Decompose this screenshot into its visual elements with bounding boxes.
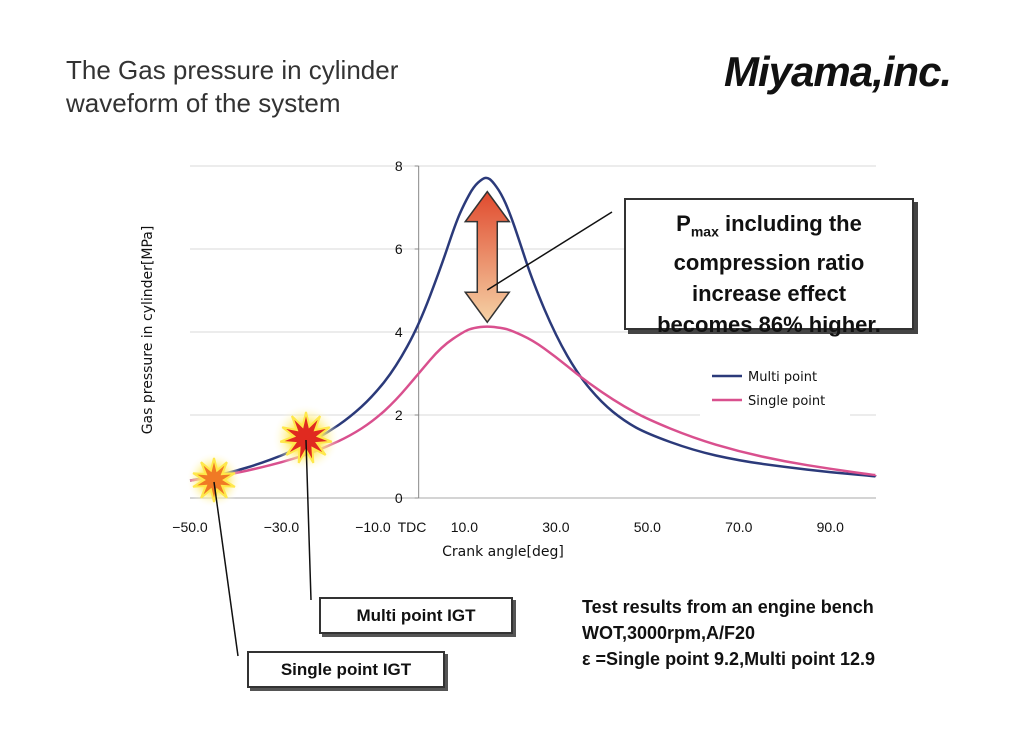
- y-tick-label-3: 6: [395, 241, 403, 257]
- test-results-line2: WOT,3000rpm,A/F20: [582, 623, 756, 643]
- leader-single-igt: [213, 481, 239, 657]
- callout-line1: Pmax including the: [626, 208, 912, 247]
- slide-title-line1: The Gas pressure in cylinder: [66, 55, 399, 85]
- test-results-line1: Test results from an engine bench: [582, 597, 874, 617]
- legend-label-single: Single point: [748, 394, 825, 409]
- y-tick-label-4: 8: [395, 158, 403, 174]
- x-tick-label-3: 10.0: [451, 519, 478, 535]
- callout-p-subscript: max: [690, 223, 719, 240]
- callout-line4: becomes 86% higher.: [657, 312, 881, 338]
- legend-label-multi: Multi point: [748, 370, 817, 385]
- leader-pmax-callout: [486, 211, 613, 291]
- callout-line1-rest: including the: [718, 211, 862, 236]
- y-axis-title: Gas pressure in cylinder[MPa]: [140, 226, 156, 435]
- double-arrow-shape: [463, 190, 511, 324]
- test-results-line3: ε =Single point 9.2,Multi point 12.9: [582, 649, 876, 669]
- x-tick-label-6: 70.0: [725, 519, 752, 535]
- x-tick-label-7: 90.0: [817, 519, 844, 535]
- x-tick-label-4: 30.0: [542, 519, 569, 535]
- y-tick-label-1: 2: [395, 407, 403, 423]
- x-axis-title: Crank angle[deg]: [442, 544, 564, 560]
- tdc-label: TDC: [398, 519, 427, 535]
- ignition-bursts: [186, 404, 340, 508]
- x-tick-label-2: −10.0: [355, 519, 391, 535]
- tick-labels: 0 2 4 6 8 −50.0 −30.0 −10.0 10.0 30.0 50.0 70.0 90.0: [172, 158, 844, 535]
- single-point-igt-label: Single point IGT: [247, 651, 445, 688]
- callout-line3: increase effect: [691, 281, 847, 307]
- single-ignition-burst-icon: [192, 457, 236, 503]
- callout-line2: compression ratio: [673, 250, 865, 276]
- legend-box: [700, 360, 850, 416]
- pmax-double-arrow: [463, 190, 511, 324]
- slide-title-line2: waveform of the system: [66, 88, 341, 118]
- slide-title: The Gas pressure in cylinder waveform of…: [66, 54, 398, 120]
- y-tick-label-2: 4: [395, 324, 403, 340]
- company-logo: Miyama,inc.: [724, 48, 952, 95]
- axes: [190, 165, 876, 499]
- test-results: Test results from an engine bench WOT,30…: [582, 594, 875, 672]
- legend: Multi point Single point: [700, 360, 850, 416]
- x-tick-label-0: −50.0: [172, 519, 208, 535]
- y-tick-label-0: 0: [395, 490, 403, 506]
- multi-point-igt-label: Multi point IGT: [319, 597, 513, 634]
- pmax-callout: Pmax including the compression ratio inc…: [624, 198, 914, 337]
- x-tick-label-5: 50.0: [634, 519, 661, 535]
- leader-lines: [213, 211, 613, 657]
- x-tick-label-1: −30.0: [264, 519, 300, 535]
- leader-multi-igt: [305, 439, 312, 601]
- callout-p: P: [676, 211, 691, 236]
